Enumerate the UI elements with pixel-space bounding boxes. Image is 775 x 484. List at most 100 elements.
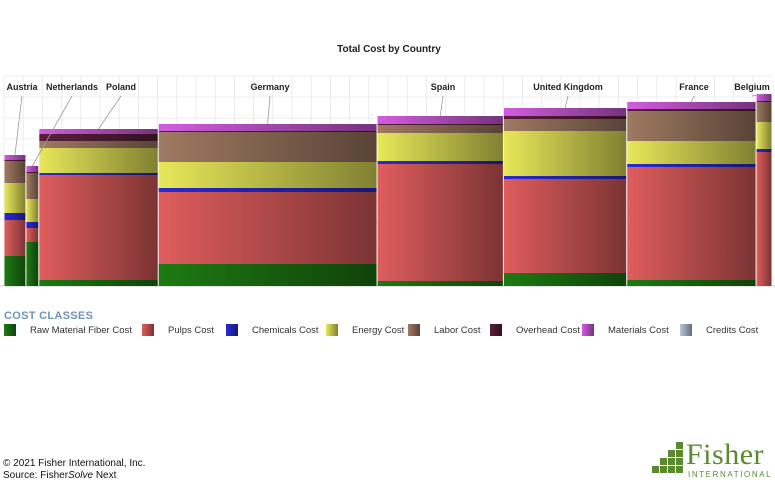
- bar-segment-united-kingdom-materials-cost: [503, 108, 627, 116]
- logo-grid-icon: [652, 442, 683, 473]
- label-leader-line: [98, 95, 122, 130]
- bar-segment-france-energy-cost: [627, 141, 756, 164]
- bar-segment-spain-chemicals-cost: [377, 161, 503, 164]
- source-suffix: Next: [93, 470, 117, 481]
- country-labels: Austria Netherlands Poland Germany Spain Unit…: [6, 82, 770, 167]
- bar-segment-austria-energy-cost: [4, 183, 26, 213]
- copyright-text: © 2021 Fisher International, Inc.: [3, 458, 146, 469]
- bar-segment-germany-pulps-cost: [158, 192, 377, 264]
- bar-segment-united-kingdom-labor-cost: [503, 119, 627, 131]
- stacked-bars: [4, 94, 772, 286]
- label-leader-line: [439, 95, 444, 117]
- bar-segment-poland-raw-material-fiber-cost: [39, 280, 158, 286]
- source-prefix: Source: Fisher: [3, 470, 69, 481]
- bar-segment-united-kingdom-energy-cost: [503, 131, 627, 176]
- source-italic: Solve: [68, 470, 94, 481]
- legend-item: Materials Cost: [582, 324, 669, 336]
- bar-segment-germany-overhead-cost: [158, 131, 377, 132]
- legend-label: Credits Cost: [706, 324, 759, 336]
- legend: Raw Material Fiber Cost Pulps Cost Chemica…: [4, 324, 774, 346]
- country-label-netherlands: Netherlands: [46, 82, 98, 92]
- source-text: Source: FisherSolve Next: [3, 470, 116, 481]
- legend-swatch: [680, 324, 692, 336]
- chart-area: Total Cost by Country Austria Netherlands…: [0, 44, 775, 287]
- bar-segment-austria-overhead-cost: [4, 160, 26, 161]
- bar-segment-spain-energy-cost: [377, 133, 503, 161]
- bar-segment-united-kingdom-pulps-cost: [503, 179, 627, 273]
- bar-segment-belgium-energy-cost: [756, 122, 772, 149]
- bar-segment-spain-materials-cost: [377, 116, 503, 124]
- bar-segment-austria-chemicals-cost: [4, 213, 26, 220]
- legend-swatch: [490, 324, 502, 336]
- bar-segment-france-materials-cost: [627, 102, 756, 109]
- legend-item: Pulps Cost: [142, 324, 214, 336]
- logo-word: Fisher: [686, 438, 764, 471]
- legend-swatch: [226, 324, 238, 336]
- logo-subtitle: INTERNATIONAL: [688, 470, 773, 479]
- country-label-austria: Austria: [6, 82, 38, 92]
- bar-segment-austria-pulps-cost: [4, 220, 26, 256]
- bar-segment-netherlands-materials-cost: [26, 166, 39, 172]
- legend-item: Chemicals Cost: [226, 324, 319, 336]
- bar-segment-netherlands-raw-material-fiber-cost: [26, 242, 39, 286]
- label-leader-line: [691, 95, 695, 103]
- legend-item: Energy Cost: [326, 324, 404, 336]
- country-label-poland: Poland: [106, 82, 136, 92]
- bar-segment-poland-overhead-cost: [39, 134, 158, 141]
- legend-label: Labor Cost: [434, 324, 481, 336]
- label-leader-line: [32, 95, 73, 167]
- bar-segment-austria-labor-cost: [4, 161, 26, 183]
- bar-segment-france-chemicals-cost: [627, 164, 756, 167]
- bar-segment-austria-materials-cost: [4, 155, 26, 160]
- bar-segment-france-raw-material-fiber-cost: [627, 280, 756, 286]
- bar-segment-belgium-materials-cost: [756, 94, 772, 101]
- chart-title: Total Cost by Country: [337, 44, 441, 55]
- label-leader-line: [751, 93, 765, 97]
- bar-segment-poland-energy-cost: [39, 148, 158, 173]
- legend-item: Labor Cost: [408, 324, 480, 336]
- label-leader-line: [267, 95, 271, 125]
- bar-segment-germany-materials-cost: [158, 124, 377, 131]
- bar-segment-poland-pulps-cost: [39, 175, 158, 280]
- bar-segment-france-overhead-cost: [627, 109, 756, 111]
- bar-segment-germany-labor-cost: [158, 132, 377, 162]
- bar-segment-germany-chemicals-cost: [158, 188, 377, 192]
- bar-segment-united-kingdom-chemicals-cost: [503, 176, 627, 179]
- bar-segment-belgium-chemicals-cost: [756, 149, 772, 152]
- legend-label: Overhead Cost: [516, 324, 580, 336]
- bar-segment-united-kingdom-overhead-cost: [503, 116, 627, 119]
- bar-segment-belgium-pulps-cost: [756, 152, 772, 286]
- legend-heading: COST CLASSES: [4, 310, 94, 322]
- bar-segment-spain-labor-cost: [377, 125, 503, 133]
- label-leader-line: [14, 95, 23, 156]
- bar-segment-netherlands-energy-cost: [26, 199, 39, 222]
- legend-label: Raw Material Fiber Cost: [30, 324, 132, 336]
- bar-segment-germany-energy-cost: [158, 162, 377, 188]
- legend-swatch: [142, 324, 154, 336]
- legend-label: Energy Cost: [352, 324, 405, 336]
- bar-segment-poland-chemicals-cost: [39, 173, 158, 175]
- country-label-united-kingdom: United Kingdom: [533, 82, 603, 92]
- country-label-spain: Spain: [431, 82, 456, 92]
- legend-swatch: [326, 324, 338, 336]
- legend-swatch: [4, 324, 16, 336]
- bar-segment-netherlands-pulps-cost: [26, 228, 39, 242]
- bar-segment-germany-raw-material-fiber-cost: [158, 264, 377, 286]
- country-label-france: France: [679, 82, 709, 92]
- bar-segment-united-kingdom-raw-material-fiber-cost: [503, 273, 627, 286]
- legend-item: Credits Cost: [680, 324, 758, 336]
- country-label-belgium: Belgium: [734, 82, 770, 92]
- bar-segment-poland-materials-cost: [39, 129, 158, 134]
- bar-segment-netherlands-overhead-cost: [26, 172, 39, 173]
- bar-segment-poland-labor-cost: [39, 141, 158, 148]
- legend-swatch: [582, 324, 594, 336]
- legend-label: Materials Cost: [608, 324, 669, 336]
- legend-item: Raw Material Fiber Cost: [4, 324, 132, 336]
- fisher-logo: Fisher INTERNATIONAL: [652, 438, 773, 484]
- bar-segment-netherlands-chemicals-cost: [26, 222, 39, 228]
- label-leader-line: [564, 95, 569, 109]
- bar-segment-france-labor-cost: [627, 111, 756, 141]
- bar-segment-austria-raw-material-fiber-cost: [4, 256, 26, 286]
- legend-label: Chemicals Cost: [252, 324, 319, 336]
- country-label-germany: Germany: [250, 82, 289, 92]
